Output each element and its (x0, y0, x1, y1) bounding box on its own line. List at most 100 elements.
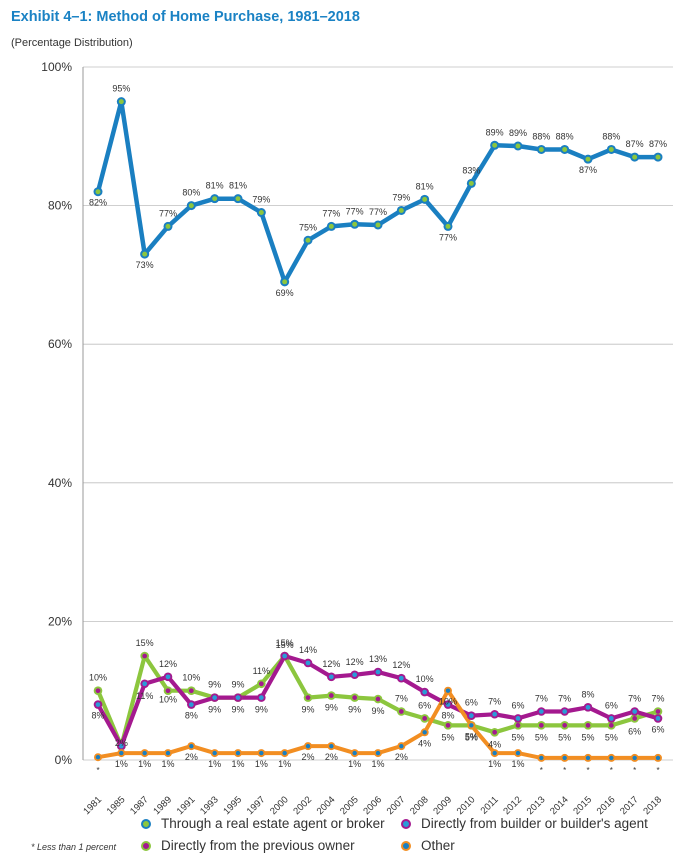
data-point-center-builder (165, 674, 171, 680)
data-point-center-builder (258, 695, 264, 700)
data-point-center-agent (282, 279, 288, 285)
data-label-other: * (586, 766, 589, 775)
data-label-other: * (610, 766, 613, 775)
data-point-center-agent (95, 189, 101, 195)
data-point-center-other (235, 750, 241, 756)
data-label-other: 1% (371, 759, 384, 769)
data-label-other: * (563, 766, 566, 775)
data-point-center-agent (515, 143, 521, 149)
data-label-other: 2% (325, 752, 338, 762)
x-tick-label: 2010 (455, 794, 478, 817)
data-label-builder: 13% (369, 654, 387, 664)
data-label-owner: 9% (348, 705, 361, 715)
data-point-center-builder (95, 702, 101, 707)
data-label-builder: 12% (159, 659, 177, 669)
data-point-center-owner (538, 722, 544, 728)
data-point-center-owner (445, 722, 451, 728)
data-point-center-other (492, 750, 497, 756)
x-tick-label: 2006 (361, 794, 384, 817)
data-label-agent: 95% (112, 84, 130, 94)
data-point-center-owner (562, 722, 568, 728)
data-point-center-other (142, 750, 147, 756)
data-point-center-other (259, 750, 264, 756)
data-point-center-other (329, 743, 334, 749)
data-point-center-owner (585, 722, 591, 728)
data-point-center-owner (515, 722, 521, 728)
data-point-center-builder (118, 743, 124, 749)
x-tick-label: 2007 (385, 794, 408, 817)
legend-label-other: Other (421, 838, 455, 853)
data-label-builder: 9% (231, 705, 244, 715)
data-label-agent: 69% (276, 288, 294, 298)
data-label-agent: 80% (182, 188, 200, 198)
data-label-builder: 11% (136, 691, 153, 701)
data-point-center-builder (515, 716, 521, 721)
x-tick-label: 1991 (175, 794, 198, 817)
data-point-center-agent (188, 203, 194, 209)
data-label-owner: 15% (136, 638, 154, 648)
data-point-center-other (165, 750, 171, 756)
data-point-center-agent (562, 146, 568, 152)
data-point-center-agent (422, 196, 428, 202)
data-label-builder: 10% (416, 674, 434, 684)
y-tick-label: 0% (55, 753, 73, 767)
data-label-owner: 9% (208, 680, 221, 690)
x-tick-label: 2016 (595, 794, 618, 817)
data-label-owner: 5% (535, 732, 548, 742)
data-point-center-agent (468, 180, 474, 186)
data-label-owner: 5% (605, 732, 618, 742)
data-label-builder: 7% (558, 693, 571, 703)
x-tick-label: 2012 (501, 794, 524, 817)
data-label-owner: 9% (301, 705, 314, 715)
data-point-center-owner (305, 695, 311, 700)
data-point-center-owner (608, 722, 614, 728)
data-label-owner: 7% (651, 693, 664, 703)
data-point-center-owner (328, 693, 334, 698)
data-point-center-other (585, 755, 591, 761)
data-label-agent: 81% (206, 181, 224, 191)
data-label-agent: 89% (486, 127, 504, 137)
data-point-center-other (562, 755, 567, 761)
data-label-other: * (656, 766, 659, 775)
data-point-center-other (352, 750, 357, 756)
data-label-builder: 15% (276, 640, 294, 650)
data-label-owner: 9% (231, 680, 244, 690)
x-tick-label: 1981 (81, 794, 104, 817)
data-label-other: * (540, 766, 543, 775)
data-label-builder: 9% (255, 705, 268, 715)
data-point-center-builder (585, 704, 591, 710)
data-label-owner: 2% (115, 738, 128, 748)
x-tick-label: 1987 (128, 794, 151, 817)
data-point-center-agent (165, 223, 171, 229)
x-tick-label: 1997 (245, 794, 268, 817)
data-label-agent: 87% (649, 139, 667, 149)
data-point-center-builder (328, 674, 334, 680)
data-point-center-agent (305, 237, 311, 243)
data-point-center-other (375, 750, 381, 756)
data-point-center-owner (142, 653, 148, 659)
data-point-center-builder (352, 672, 358, 678)
data-label-other: 1% (208, 759, 221, 769)
legend-swatch-owner-icon (141, 840, 151, 851)
data-label-builder: 6% (651, 724, 664, 734)
data-label-builder: 12% (392, 660, 410, 670)
legend-swatch-builder-icon (401, 818, 411, 829)
data-point-center-agent (538, 146, 544, 152)
data-label-owner: 10% (89, 673, 107, 683)
data-label-agent: 88% (602, 131, 620, 141)
data-label-builder: 6% (605, 700, 618, 710)
x-tick-label: 2002 (291, 794, 314, 817)
data-label-agent: 87% (579, 165, 597, 175)
legend-item-other: Other (401, 838, 455, 853)
legend-item-builder: Directly from builder or builder's agent (401, 816, 648, 831)
data-label-builder: 14% (299, 645, 317, 655)
data-point-center-builder (492, 711, 498, 717)
x-tick-label: 2018 (641, 794, 664, 817)
x-tick-label: 1993 (198, 794, 221, 817)
data-point-center-builder (188, 702, 194, 707)
legend-item-agent: Through a real estate agent or broker (141, 816, 385, 831)
data-label-agent: 81% (229, 181, 247, 191)
footnote: * Less than 1 percent (31, 842, 117, 852)
data-label-builder: 6% (465, 698, 478, 708)
data-label-agent: 81% (416, 181, 434, 191)
